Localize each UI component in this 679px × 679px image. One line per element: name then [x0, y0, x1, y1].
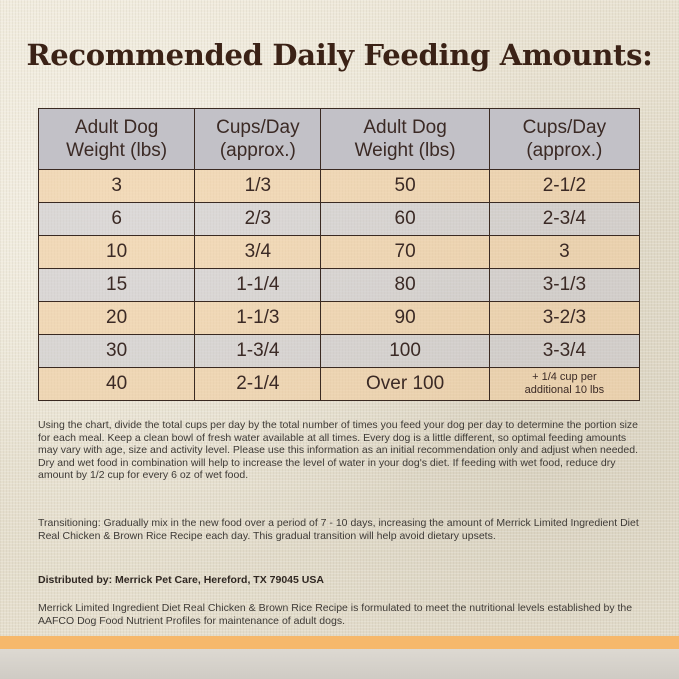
table-cell: 6: [37, 202, 196, 236]
table-cell: 2-1/2: [488, 169, 641, 203]
portion-instructions: Using the chart, divide the total cups p…: [38, 419, 639, 481]
table-cell: 70: [320, 235, 490, 269]
table-cell: 40: [37, 367, 196, 401]
aafco-statement: Merrick Limited Ingredient Diet Real Chi…: [38, 602, 633, 627]
table-row: 6 2/3 60 2-3/4: [37, 202, 641, 236]
table-cell: 100: [320, 334, 490, 368]
transition-instructions: Transitioning: Gradually mix in the new …: [38, 517, 639, 542]
table-row: 40 2-1/4 Over 100 + 1/4 cup per additiona…: [37, 367, 641, 401]
accent-band: [0, 636, 679, 649]
table-cell: 1-3/4: [194, 334, 322, 368]
table-cell: 3-2/3: [488, 301, 641, 335]
table-header-row: Adult Dog Weight (lbs) Cups/Day (approx.) …: [37, 108, 641, 170]
distributor-line: Distributed by: Merrick Pet Care, Herefo…: [38, 574, 324, 586]
table-cell: 3: [37, 169, 196, 203]
table-cell: 15: [37, 268, 196, 302]
table-cell-note: + 1/4 cup per additional 10 lbs: [488, 367, 641, 401]
table-cell: 80: [320, 268, 490, 302]
table-cell: 50: [320, 169, 490, 203]
header-cups-1: Cups/Day (approx.): [194, 108, 322, 170]
table-cell: 90: [320, 301, 490, 335]
page-title: Recommended Daily Feeding Amounts:: [26, 38, 653, 72]
header-cups-2: Cups/Day (approx.): [488, 108, 641, 170]
table-cell: 1-1/3: [194, 301, 322, 335]
table-cell: 30: [37, 334, 196, 368]
table-cell: 1/3: [194, 169, 322, 203]
table-cell: 2-3/4: [488, 202, 641, 236]
table-row: 20 1-1/3 90 3-2/3: [37, 301, 641, 335]
table-cell: 3-3/4: [488, 334, 641, 368]
table-cell: 20: [37, 301, 196, 335]
feeding-table: Adult Dog Weight (lbs) Cups/Day (approx.) …: [37, 108, 641, 401]
table-cell: 60: [320, 202, 490, 236]
table-cell: 3/4: [194, 235, 322, 269]
table-cell: 3: [488, 235, 641, 269]
table-row: 3 1/3 50 2-1/2: [37, 169, 641, 203]
table-cell: 1-1/4: [194, 268, 322, 302]
table-row: 30 1-3/4 100 3-3/4: [37, 334, 641, 368]
header-weight-2: Adult Dog Weight (lbs): [320, 108, 490, 170]
table-cell: 10: [37, 235, 196, 269]
table-cell: 2-1/4: [194, 367, 322, 401]
header-weight-1: Adult Dog Weight (lbs): [37, 108, 196, 170]
table-cell: Over 100: [320, 367, 490, 401]
footer-band: [0, 649, 679, 679]
table-cell: 2/3: [194, 202, 322, 236]
table-row: 10 3/4 70 3: [37, 235, 641, 269]
table-cell: 3-1/3: [488, 268, 641, 302]
table-row: 15 1-1/4 80 3-1/3: [37, 268, 641, 302]
